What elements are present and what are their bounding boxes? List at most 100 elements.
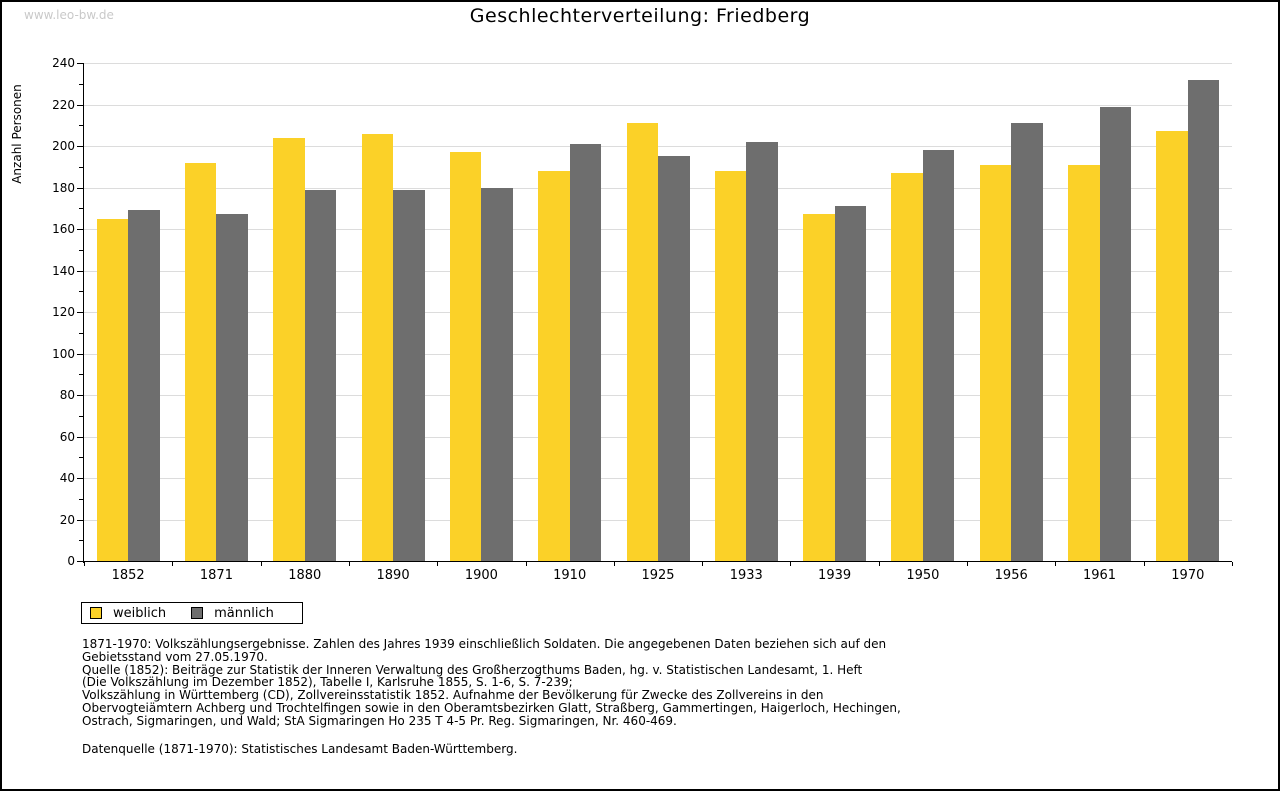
y-axis-minor-tick [78,374,83,376]
y-axis-minor-tick [78,415,83,417]
footer-line: Ostrach, Sigmaringen, und Wald; StA Sigm… [82,713,677,728]
y-tick-label: 220 [52,97,75,112]
bar-weiblich-1970 [1156,131,1188,561]
x-category-label: 1871 [199,568,233,583]
x-axis-tick [84,562,85,566]
y-axis-line [82,63,84,563]
y-axis-tick [76,229,83,230]
legend-item-männlich: männlich [191,607,274,620]
footer-line: 1871-1970: Volkszählungsergebnisse. Zahl… [82,637,887,651]
source-notes: 1871-1970: Volkszählungsergebnisse. Zahl… [82,638,901,728]
y-axis-tick [76,436,83,438]
x-category-label: 1956 [994,568,1028,583]
x-category-label: 1950 [906,568,940,583]
bar-weiblich-1939 [803,214,835,561]
y-tick-label: 140 [52,263,75,278]
y-tick-label: 200 [52,139,75,153]
x-category-label: 1933 [729,568,763,583]
x-category-label: 1910 [553,568,587,583]
x-category-label: 1961 [1082,568,1117,583]
y-axis-minor-tick [78,540,83,542]
y-axis-tick [76,63,83,64]
y-axis-minor-tick [78,125,83,127]
y-tick-label: 0 [67,554,75,568]
bar-männlich-1900 [481,187,513,561]
y-axis-tick [76,353,83,355]
y-axis-tick [76,478,83,479]
bar-männlich-1880 [304,189,337,561]
x-axis-tick [613,562,615,566]
gridline [84,63,1232,64]
x-axis-tick [172,562,174,566]
legend-label: weiblich [113,605,167,621]
x-axis-tick [260,562,262,566]
y-axis-tick [76,187,83,189]
x-axis-tick [1143,562,1145,566]
y-tick-label: 100 [52,346,75,361]
x-category-label: 1880 [288,568,322,583]
y-axis-minor-tick [78,291,83,293]
bar-weiblich-1933 [714,170,747,561]
bar-weiblich-1900 [449,152,482,561]
y-tick-label: 20 [59,512,75,527]
y-axis-minor-tick [78,498,83,500]
legend-swatch-weiblich [90,607,102,619]
bar-weiblich-1950 [891,172,923,561]
datasource-note: Datenquelle (1871-1970): Statistisches L… [82,742,518,756]
x-category-label: 1900 [464,568,498,583]
footer-line: Obervogteiämtern Achberg und Trochtelfin… [82,700,901,715]
y-tick-label: 180 [52,180,75,195]
y-axis-tick [76,395,83,396]
bar-weiblich-1910 [538,170,570,561]
bar-männlich-1933 [746,141,778,561]
bar-weiblich-1852 [96,218,129,561]
y-axis-minor-tick [78,332,83,334]
legend-item-weiblich: weiblich [90,607,166,620]
x-category-label: 1939 [818,568,852,583]
y-axis-tick [76,146,83,147]
y-axis-tick [76,312,83,313]
x-axis-tick [878,562,880,566]
y-axis-tick [76,104,83,106]
y-axis-tick [76,519,83,521]
chart-title: Geschlechterverteilung: Friedberg [469,5,811,27]
bar-männlich-1925 [658,156,690,561]
x-category-label: 1925 [641,568,675,583]
y-tick-label: 160 [52,222,75,236]
x-category-label: 1890 [376,568,410,583]
legend-label: männlich [214,605,274,621]
bar-männlich-1910 [569,143,602,561]
y-tick-label: 80 [59,388,75,402]
bar-männlich-1961 [1099,106,1132,561]
y-tick-label: 40 [59,471,75,485]
footer-line: Quelle (1852): Beiträge zur Statistik de… [82,662,863,677]
y-tick-label: 60 [59,429,75,444]
footer-line: Gebietsstand vom 27.05.1970. [82,649,268,664]
footer-line: Volkszählung in Württemberg (CD), Zollve… [82,688,824,703]
x-axis-tick [967,562,969,566]
y-axis-minor-tick [78,166,83,168]
bar-weiblich-1880 [273,137,305,561]
x-axis-tick [1055,562,1057,566]
bar-männlich-1950 [922,150,955,561]
y-axis-tick [76,270,83,272]
y-axis-minor-tick [78,457,83,459]
watermark: www.leo-bw.de [24,8,114,22]
y-axis-minor-tick [78,208,83,210]
bar-männlich-1852 [128,210,160,561]
bar-weiblich-1925 [626,123,658,561]
y-tick-label: 240 [52,56,75,70]
footer-line: (Die Volkszählung im Dezember 1852), Tab… [82,675,573,690]
x-axis-tick [790,562,792,566]
y-axis-minor-tick [78,249,83,251]
x-category-label: 1970 [1171,568,1205,583]
x-axis-tick [1232,562,1233,566]
legend-swatch-männlich [191,607,204,619]
gridline [84,104,1232,106]
bar-männlich-1970 [1187,79,1220,561]
y-axis-tick [76,561,83,562]
bar-weiblich-1961 [1068,164,1100,561]
bar-weiblich-1890 [361,133,394,561]
bar-männlich-1871 [216,214,248,561]
legend: weiblich männlich [81,602,303,624]
